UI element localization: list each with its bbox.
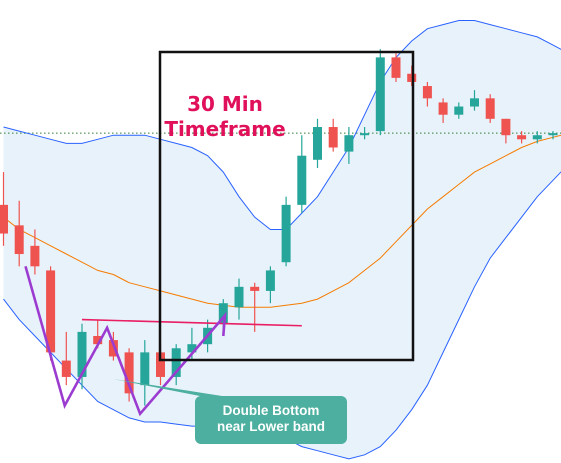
candle-body-up: [218, 303, 228, 324]
candle-body-down: [391, 57, 401, 78]
candle-body-up: [532, 135, 542, 140]
candle-body-down: [14, 225, 24, 255]
title-line-1: 30 Min: [187, 92, 263, 116]
title-line-2: Timeframe: [164, 117, 286, 141]
candle-body-up: [187, 344, 197, 353]
candle: [30, 229, 40, 275]
candle-body-up: [265, 270, 275, 291]
candle-body-up: [234, 286, 244, 308]
callout-line-2: near Lower band: [216, 419, 326, 434]
candle-body-down: [93, 335, 103, 345]
candle: [46, 266, 56, 361]
candle: [171, 344, 181, 386]
candle: [407, 65, 417, 87]
candle: [297, 135, 307, 214]
candle: [77, 323, 87, 390]
candle-body-up: [77, 331, 87, 377]
candle: [328, 118, 338, 152]
candle: [391, 53, 401, 82]
candle: [265, 266, 275, 304]
candle: [313, 118, 322, 168]
candle-body-down: [485, 98, 495, 119]
candle-body-up: [548, 133, 558, 136]
candle: [140, 340, 150, 406]
candle: [422, 81, 432, 107]
candle-body-down: [124, 352, 134, 394]
candle-body-down: [250, 286, 260, 291]
candle: [0, 172, 8, 246]
candle-body-up: [344, 135, 354, 152]
candle-body-up: [171, 348, 181, 377]
candle-body-down: [407, 73, 417, 82]
double-bottom-callout: Double Bottom near Lower band: [195, 396, 347, 444]
candle: [517, 131, 527, 144]
candle: [375, 49, 385, 136]
candle-body-down: [517, 135, 527, 140]
candle-body-down: [61, 360, 71, 377]
candle: [501, 118, 511, 144]
callout-line-1: Double Bottom: [222, 403, 320, 418]
timeframe-box: [158, 50, 415, 362]
candle: [344, 127, 354, 164]
candle: [470, 90, 479, 111]
candle: [281, 196, 291, 267]
candle: [234, 278, 244, 320]
neckline: [81, 318, 302, 327]
candle-body-down: [438, 102, 448, 115]
candle: [14, 200, 24, 267]
candle-body-up: [140, 352, 150, 386]
candle-body-up: [313, 127, 322, 160]
candle-body-down: [501, 118, 511, 136]
candle-body-down: [30, 245, 40, 267]
candle-body-up: [281, 204, 291, 263]
candle: [124, 348, 134, 402]
chart-title: 30 Min Timeframe: [160, 92, 290, 142]
candle-body-down: [156, 352, 165, 377]
candle: [485, 94, 495, 123]
middle-band-line: [3, 134, 561, 308]
candle-body-down: [422, 86, 432, 99]
double-bottom-pattern: [24, 265, 227, 417]
candle-body-up: [375, 57, 385, 132]
candle: [532, 131, 542, 144]
candle: [61, 331, 71, 386]
candle-body-down: [328, 127, 338, 148]
callout-pointer: [113, 379, 222, 396]
candle-body-down: [108, 340, 118, 357]
candle-body-up: [297, 155, 307, 205]
candle-body-down: [0, 204, 8, 234]
candle: [438, 98, 448, 123]
candle: [454, 102, 464, 119]
candle-body-up: [454, 106, 464, 115]
candle: [360, 127, 370, 140]
candle-body-up: [360, 133, 370, 136]
candle-body-up: [470, 98, 479, 107]
candle: [548, 131, 558, 140]
candle-body-down: [46, 270, 56, 353]
